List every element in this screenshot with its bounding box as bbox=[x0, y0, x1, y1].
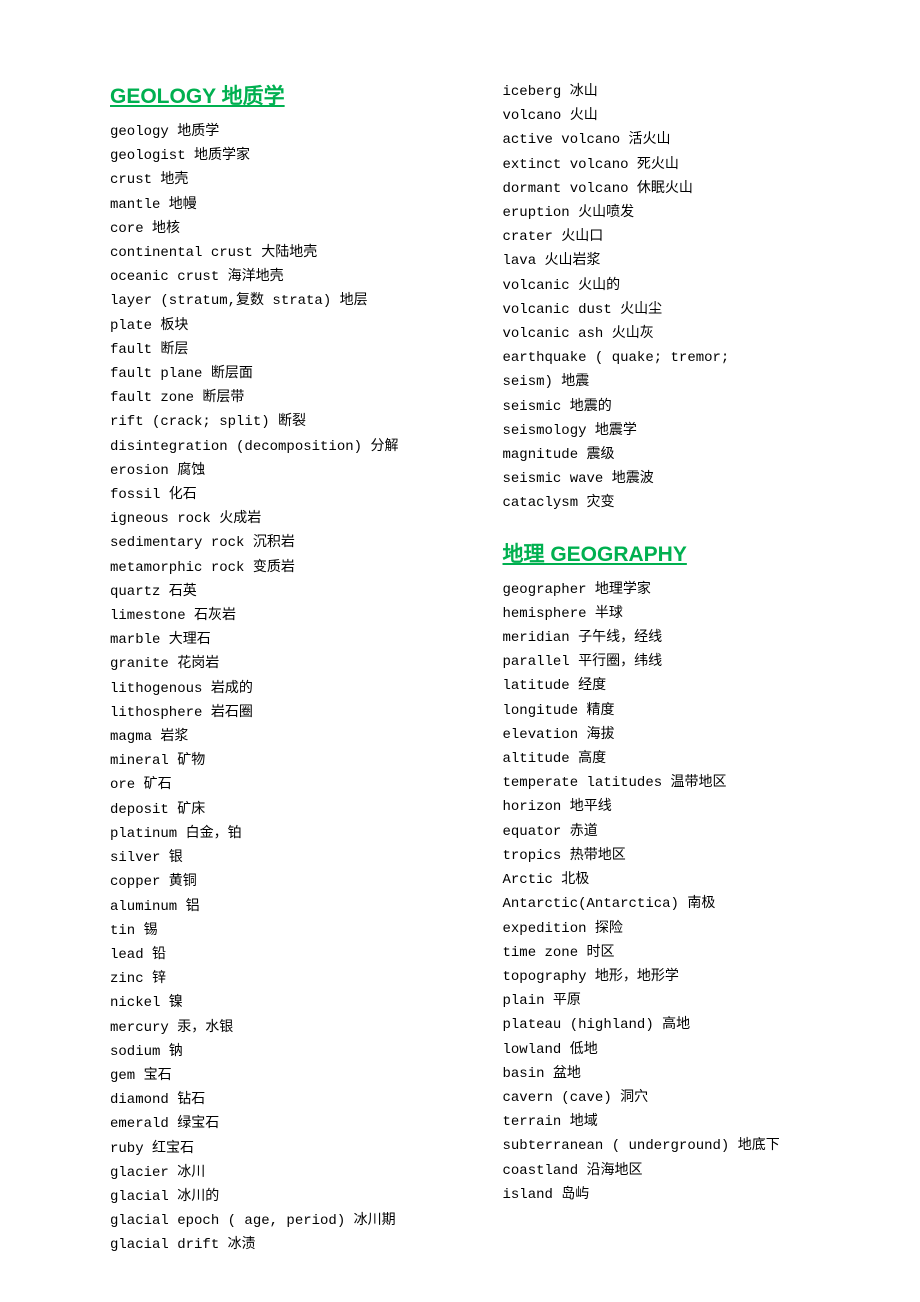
vocabulary-term: copper 黄铜 bbox=[110, 870, 473, 894]
vocabulary-term: cavern (cave) 洞穴 bbox=[503, 1086, 866, 1110]
vocabulary-term: subterranean ( underground) 地底下 bbox=[503, 1134, 866, 1158]
vocabulary-term: disintegration (decomposition) 分解 bbox=[110, 435, 473, 459]
two-column-layout: GEOLOGY 地质学 geology 地质学geologist 地质学家cru… bbox=[110, 80, 865, 1270]
vocabulary-term: seismic wave 地震波 bbox=[503, 467, 866, 491]
vocabulary-term: quartz 石英 bbox=[110, 580, 473, 604]
vocabulary-term: mercury 汞，水银 bbox=[110, 1016, 473, 1040]
vocabulary-term: coastland 沿海地区 bbox=[503, 1159, 866, 1183]
vocabulary-term: glacier 冰川 bbox=[110, 1161, 473, 1185]
vocabulary-term: zinc 锌 bbox=[110, 967, 473, 991]
vocabulary-term: temperate latitudes 温带地区 bbox=[503, 771, 866, 795]
vocabulary-term: basin 盆地 bbox=[503, 1062, 866, 1086]
vocabulary-term: limestone 石灰岩 bbox=[110, 604, 473, 628]
section-geography: 地理 GEOGRAPHY geographer 地理学家hemisphere 半… bbox=[503, 538, 866, 1207]
vocabulary-term: tin 锡 bbox=[110, 919, 473, 943]
vocabulary-term: ruby 红宝石 bbox=[110, 1137, 473, 1161]
vocabulary-term: granite 花岗岩 bbox=[110, 652, 473, 676]
vocabulary-term: active volcano 活火山 bbox=[503, 128, 866, 152]
vocabulary-term: elevation 海拔 bbox=[503, 723, 866, 747]
vocabulary-term: layer (stratum,复数 strata) 地层 bbox=[110, 289, 473, 313]
vocabulary-term: fault zone 断层带 bbox=[110, 386, 473, 410]
vocabulary-term: crust 地壳 bbox=[110, 168, 473, 192]
vocabulary-term: Arctic 北极 bbox=[503, 868, 866, 892]
vocabulary-term: diamond 钻石 bbox=[110, 1088, 473, 1112]
vocabulary-term: rift (crack; split) 断裂 bbox=[110, 410, 473, 434]
vocabulary-term: geology 地质学 bbox=[110, 120, 473, 144]
vocabulary-term: lead 铅 bbox=[110, 943, 473, 967]
vocabulary-term: glacial 冰川的 bbox=[110, 1185, 473, 1209]
vocabulary-term: mantle 地幔 bbox=[110, 193, 473, 217]
vocabulary-term: horizon 地平线 bbox=[503, 795, 866, 819]
vocabulary-term: altitude 高度 bbox=[503, 747, 866, 771]
vocabulary-term: sedimentary rock 沉积岩 bbox=[110, 531, 473, 555]
vocabulary-term: fault 断层 bbox=[110, 338, 473, 362]
vocabulary-term: magma 岩浆 bbox=[110, 725, 473, 749]
vocabulary-term: parallel 平行圈，纬线 bbox=[503, 650, 866, 674]
vocabulary-term: volcanic dust 火山尘 bbox=[503, 298, 866, 322]
vocabulary-term: fault plane 断层面 bbox=[110, 362, 473, 386]
vocabulary-term: glacial epoch ( age, period) 冰川期 bbox=[110, 1209, 473, 1233]
vocabulary-term: volcano 火山 bbox=[503, 104, 866, 128]
vocabulary-term: igneous rock 火成岩 bbox=[110, 507, 473, 531]
vocabulary-term: deposit 矿床 bbox=[110, 798, 473, 822]
vocabulary-term: oceanic crust 海洋地壳 bbox=[110, 265, 473, 289]
vocabulary-term: seism) 地震 bbox=[503, 370, 866, 394]
vocabulary-term: lithogenous 岩成的 bbox=[110, 677, 473, 701]
vocabulary-term: platinum 白金，铂 bbox=[110, 822, 473, 846]
vocabulary-term: core 地核 bbox=[110, 217, 473, 241]
vocabulary-term: magnitude 震级 bbox=[503, 443, 866, 467]
vocabulary-term: plateau (highland) 高地 bbox=[503, 1013, 866, 1037]
vocabulary-term: hemisphere 半球 bbox=[503, 602, 866, 626]
vocabulary-term: ore 矿石 bbox=[110, 773, 473, 797]
vocabulary-term: emerald 绿宝石 bbox=[110, 1112, 473, 1136]
vocabulary-term: gem 宝石 bbox=[110, 1064, 473, 1088]
vocabulary-term: earthquake ( quake; tremor; bbox=[503, 346, 866, 370]
vocabulary-term: volcanic ash 火山灰 bbox=[503, 322, 866, 346]
vocabulary-term: silver 银 bbox=[110, 846, 473, 870]
vocabulary-term: erosion 腐蚀 bbox=[110, 459, 473, 483]
vocabulary-term: latitude 经度 bbox=[503, 674, 866, 698]
vocabulary-term: dormant volcano 休眠火山 bbox=[503, 177, 866, 201]
vocabulary-term: tropics 热带地区 bbox=[503, 844, 866, 868]
vocabulary-term: continental crust 大陆地壳 bbox=[110, 241, 473, 265]
vocabulary-term: geographer 地理学家 bbox=[503, 578, 866, 602]
vocabulary-term: nickel 镍 bbox=[110, 991, 473, 1015]
vocabulary-term: plate 板块 bbox=[110, 314, 473, 338]
vocabulary-term: volcanic 火山的 bbox=[503, 274, 866, 298]
vocabulary-term: cataclysm 灾变 bbox=[503, 491, 866, 515]
vocabulary-term: glacial drift 冰渍 bbox=[110, 1233, 473, 1257]
vocabulary-term: plain 平原 bbox=[503, 989, 866, 1013]
vocabulary-term: sodium 钠 bbox=[110, 1040, 473, 1064]
vocabulary-term: extinct volcano 死火山 bbox=[503, 153, 866, 177]
heading-geography: 地理 GEOGRAPHY bbox=[503, 538, 866, 568]
terms-geography: geographer 地理学家hemisphere 半球meridian 子午线… bbox=[503, 578, 866, 1207]
vocabulary-term: aluminum 铝 bbox=[110, 895, 473, 919]
vocabulary-term: lava 火山岩浆 bbox=[503, 249, 866, 273]
vocabulary-term: Antarctic(Antarctica) 南极 bbox=[503, 892, 866, 916]
vocabulary-term: iceberg 冰山 bbox=[503, 80, 866, 104]
vocabulary-term: metamorphic rock 变质岩 bbox=[110, 556, 473, 580]
vocabulary-term: lowland 低地 bbox=[503, 1038, 866, 1062]
vocabulary-term: crater 火山口 bbox=[503, 225, 866, 249]
vocabulary-term: expedition 探险 bbox=[503, 917, 866, 941]
vocabulary-term: geologist 地质学家 bbox=[110, 144, 473, 168]
vocabulary-term: topography 地形，地形学 bbox=[503, 965, 866, 989]
vocabulary-term: time zone 时区 bbox=[503, 941, 866, 965]
vocabulary-term: seismic 地震的 bbox=[503, 395, 866, 419]
heading-geology: GEOLOGY 地质学 bbox=[110, 80, 473, 110]
vocabulary-term: lithosphere 岩石圈 bbox=[110, 701, 473, 725]
vocabulary-term: mineral 矿物 bbox=[110, 749, 473, 773]
vocabulary-term: terrain 地域 bbox=[503, 1110, 866, 1134]
vocabulary-term: meridian 子午线，经线 bbox=[503, 626, 866, 650]
vocabulary-term: equator 赤道 bbox=[503, 820, 866, 844]
vocabulary-term: marble 大理石 bbox=[110, 628, 473, 652]
vocabulary-term: longitude 精度 bbox=[503, 699, 866, 723]
vocabulary-term: eruption 火山喷发 bbox=[503, 201, 866, 225]
vocabulary-term: fossil 化石 bbox=[110, 483, 473, 507]
vocabulary-term: seismology 地震学 bbox=[503, 419, 866, 443]
vocabulary-term: island 岛屿 bbox=[503, 1183, 866, 1207]
